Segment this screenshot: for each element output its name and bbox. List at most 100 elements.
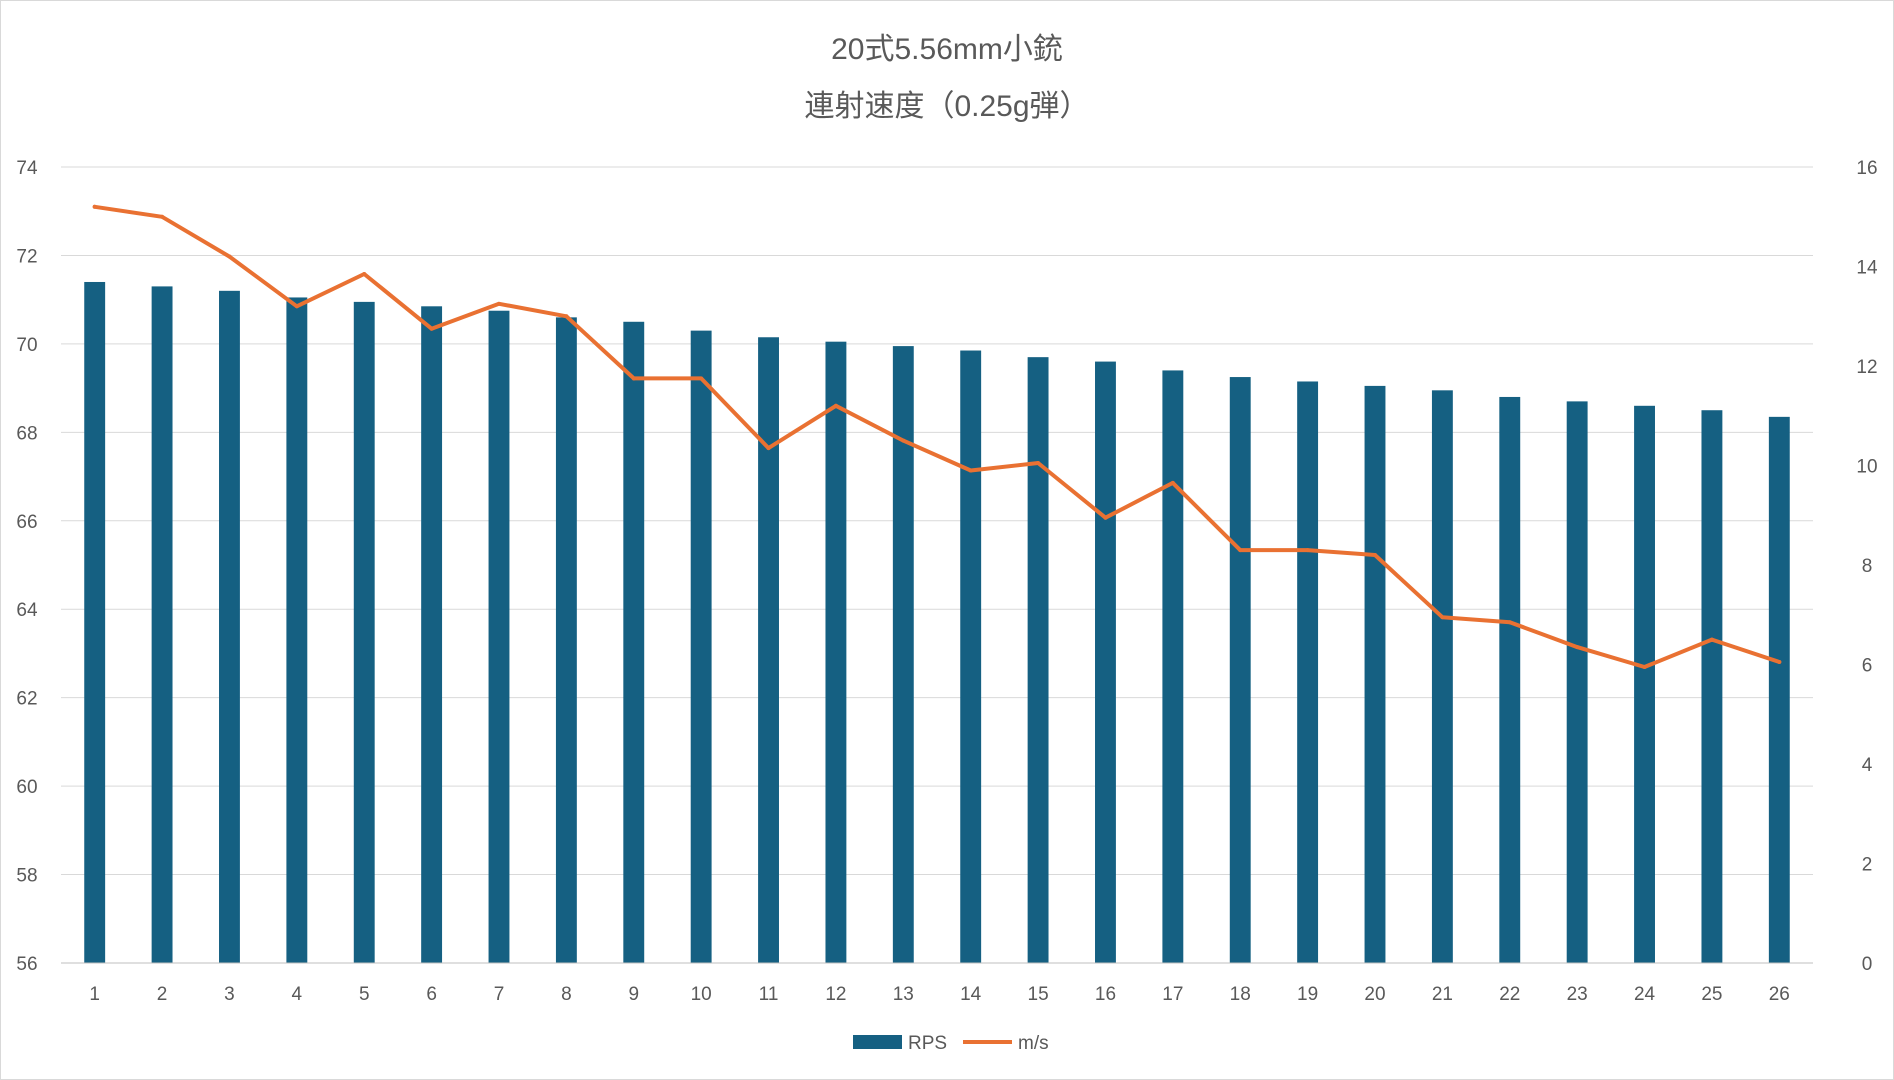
point-ms xyxy=(1305,548,1310,553)
x-tick-label: 1 xyxy=(89,984,100,1005)
point-ms xyxy=(92,204,97,209)
y-right-tick-label: 6 xyxy=(1862,656,1873,677)
x-tick-label: 9 xyxy=(628,984,639,1005)
point-ms xyxy=(497,301,501,306)
point-ms xyxy=(901,438,906,443)
y-right-tick-label: 14 xyxy=(1856,258,1878,279)
x-tick-label: 8 xyxy=(561,984,572,1005)
point-ms xyxy=(564,314,569,319)
point-ms xyxy=(766,446,771,451)
bar-rps xyxy=(286,297,308,963)
x-tick-label: 26 xyxy=(1769,984,1790,1005)
chart-title: 20式5.56mm小銃 xyxy=(831,33,1063,66)
bar-rps xyxy=(84,281,106,963)
y-right-tick-label: 12 xyxy=(1856,357,1877,378)
x-tick-label: 23 xyxy=(1567,984,1588,1005)
point-ms xyxy=(1642,664,1647,669)
bar-rps xyxy=(960,350,982,963)
point-ms xyxy=(833,403,838,408)
x-tick-label: 22 xyxy=(1499,984,1520,1005)
y-right-tick-label: 16 xyxy=(1856,158,1877,179)
bar-rps xyxy=(1499,396,1521,963)
point-ms xyxy=(362,271,367,276)
bar-rps xyxy=(1634,405,1655,963)
bar-rps xyxy=(1162,370,1184,963)
point-ms xyxy=(1036,461,1041,466)
legend-label-ms: m/s xyxy=(1018,1033,1049,1054)
line-series-ms xyxy=(92,204,1782,669)
bar-rps xyxy=(421,306,443,963)
x-tick-label: 25 xyxy=(1701,984,1722,1005)
point-ms xyxy=(968,468,973,473)
bar-rps xyxy=(1701,410,1723,963)
y-right-tick-label: 4 xyxy=(1862,755,1873,776)
y-left-tick-label: 56 xyxy=(16,954,37,975)
point-ms xyxy=(1373,553,1377,558)
bar-rps xyxy=(1431,390,1453,963)
point-ms xyxy=(1103,515,1108,520)
point-ms xyxy=(631,376,636,381)
point-ms xyxy=(1777,660,1782,665)
bar-rps xyxy=(892,346,914,964)
y-left-tick-label: 68 xyxy=(16,423,37,444)
x-tick-label: 14 xyxy=(960,984,982,1005)
x-tick-label: 4 xyxy=(292,984,303,1005)
point-ms xyxy=(1440,615,1445,620)
point-ms xyxy=(429,326,434,331)
y-right-tick-label: 10 xyxy=(1856,457,1877,478)
point-ms xyxy=(1238,548,1243,553)
x-tick-label: 21 xyxy=(1432,984,1453,1005)
chart-subtitle: 連射速度（0.25g弾） xyxy=(804,90,1090,123)
y-left-tick-label: 60 xyxy=(16,777,37,798)
x-tick-label: 13 xyxy=(893,984,914,1005)
y-left-tick-label: 70 xyxy=(16,335,37,356)
point-ms xyxy=(1709,637,1714,642)
y-left-tick-label: 58 xyxy=(16,866,37,887)
x-tick-label: 10 xyxy=(691,984,712,1005)
bar-rps xyxy=(151,286,173,963)
bar-rps xyxy=(555,317,577,963)
x-tick-label: 19 xyxy=(1297,984,1318,1005)
y-right-tick-label: 0 xyxy=(1862,954,1873,975)
y-left-tick-label: 62 xyxy=(16,689,37,710)
point-ms xyxy=(699,376,704,381)
bar-rps xyxy=(1229,377,1251,963)
bar-rps xyxy=(1566,401,1588,963)
bar-rps xyxy=(1364,385,1386,963)
x-tick-label: 20 xyxy=(1364,984,1385,1005)
x-tick-label: 12 xyxy=(825,984,846,1005)
point-ms xyxy=(1507,620,1512,625)
x-tick-label: 18 xyxy=(1230,984,1251,1005)
chart-title-block: 20式5.56mm小銃 連射速度（0.25g弾） xyxy=(1,29,1893,129)
x-tick-label: 3 xyxy=(224,984,235,1005)
bar-rps xyxy=(758,337,779,963)
y-left-tick-label: 72 xyxy=(16,246,37,267)
point-ms xyxy=(160,214,165,219)
point-ms xyxy=(294,304,299,309)
x-tick-label: 16 xyxy=(1095,984,1116,1005)
x-tick-label: 17 xyxy=(1162,984,1183,1005)
bar-rps xyxy=(623,321,645,963)
bar-rps xyxy=(353,301,375,963)
legend-swatch-rps xyxy=(853,1035,902,1049)
x-tick-label: 7 xyxy=(494,984,505,1005)
x-tick-label: 2 xyxy=(157,984,168,1005)
bar-rps xyxy=(1095,361,1116,964)
bar-rps xyxy=(690,330,712,964)
y-left-tick-label: 74 xyxy=(16,158,38,179)
y-left-tick-label: 64 xyxy=(16,600,38,621)
point-ms xyxy=(227,254,232,259)
x-tick-label: 11 xyxy=(759,984,779,1005)
bar-rps xyxy=(825,341,847,964)
bar-rps xyxy=(488,310,510,963)
x-tick-label: 5 xyxy=(359,984,370,1005)
x-tick-label: 15 xyxy=(1028,984,1049,1005)
bar-rps xyxy=(219,290,240,963)
y-left-tick-label: 66 xyxy=(16,512,37,533)
bar-rps xyxy=(1297,381,1319,963)
y-right-tick-label: 8 xyxy=(1862,556,1873,577)
point-ms xyxy=(1170,480,1175,485)
point-ms xyxy=(1575,645,1580,650)
legend-label-rps: RPS xyxy=(908,1033,947,1054)
